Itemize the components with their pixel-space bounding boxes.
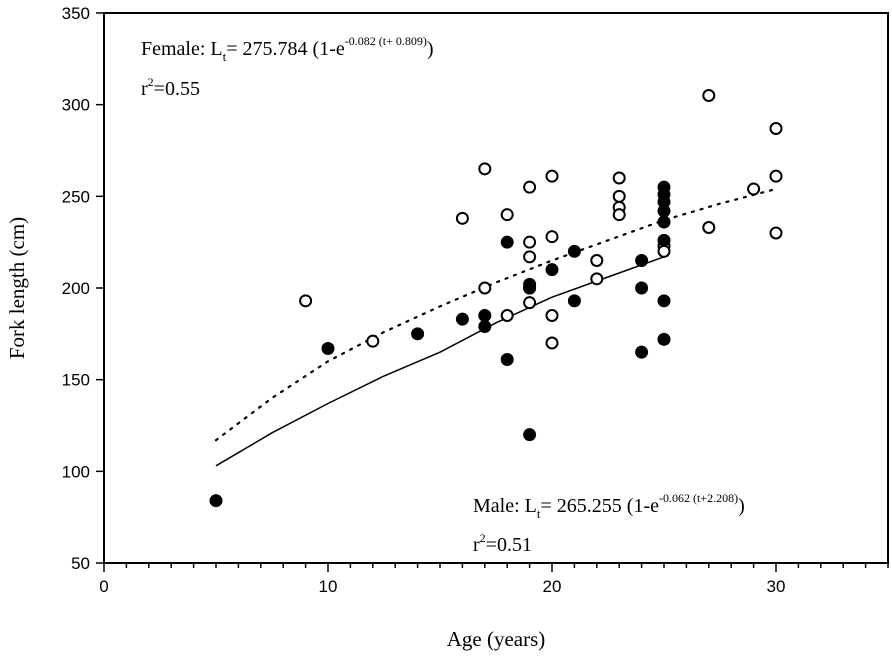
female-point <box>523 296 537 310</box>
female-point <box>702 221 716 234</box>
female-point <box>366 334 380 348</box>
male-point <box>635 345 649 359</box>
y-tick-label: 150 <box>62 371 90 390</box>
male-point <box>478 309 492 322</box>
male-point <box>500 235 514 249</box>
female-point <box>545 336 559 350</box>
female-point <box>545 230 559 244</box>
male-point <box>500 353 514 366</box>
x-tick-label: 10 <box>319 577 338 596</box>
male-point <box>657 294 671 308</box>
male-point <box>411 327 425 341</box>
male-fit-curve <box>215 256 665 467</box>
female-point <box>657 244 671 258</box>
y-tick-label: 300 <box>62 96 90 115</box>
female-point <box>590 254 604 267</box>
female-point <box>612 189 626 203</box>
female-point <box>769 226 783 240</box>
male-point <box>635 281 649 295</box>
male-point <box>657 332 671 346</box>
female-point <box>299 294 313 308</box>
axes: 0 10 20 30 50 100 150 200 250 300 350 <box>62 4 889 596</box>
female-point <box>769 169 783 183</box>
female-equation: Female: Lt= 275.784 (1-e-0.082 (t+ 0.809… <box>141 34 434 64</box>
female-point <box>478 162 492 176</box>
male-point <box>321 342 335 355</box>
x-tick-label: 0 <box>99 577 108 596</box>
male-point <box>657 215 671 229</box>
male-point <box>209 494 223 508</box>
female-point <box>545 169 559 183</box>
male-point <box>478 320 492 333</box>
female-point <box>702 89 716 102</box>
y-tick-label: 350 <box>62 4 90 23</box>
female-point <box>769 122 783 135</box>
male-r-squared: r2=0.51 <box>473 531 532 556</box>
female-point <box>590 272 604 286</box>
female-point <box>523 180 537 194</box>
male-point <box>523 281 537 295</box>
y-axis-title: Fork length (cm) <box>5 217 29 359</box>
x-tick-label: 20 <box>543 577 562 596</box>
male-point <box>567 244 581 258</box>
fit-curves <box>214 187 778 467</box>
y-tick-label: 50 <box>71 554 90 573</box>
x-tick-label: 30 <box>767 577 786 596</box>
female-point <box>523 250 537 264</box>
female-point <box>500 208 514 222</box>
male-point <box>635 254 649 267</box>
plot-frame <box>103 12 889 564</box>
male-point <box>567 294 581 308</box>
male-point <box>657 233 671 247</box>
female-point <box>747 182 761 196</box>
female-point <box>612 208 626 222</box>
female-point <box>455 211 469 225</box>
male-point <box>545 263 559 277</box>
female-point <box>545 309 559 322</box>
y-tick-label: 250 <box>62 187 90 206</box>
female-point <box>500 309 514 322</box>
female-fit-curve <box>214 187 778 442</box>
y-tick-label: 200 <box>62 279 90 298</box>
data-points <box>209 89 783 508</box>
female-r-squared: r2=0.55 <box>141 75 200 100</box>
female-point <box>478 281 492 295</box>
male-point <box>455 312 469 326</box>
x-axis-title: Age (years) <box>447 627 546 651</box>
male-equation: Male: Lt= 265.255 (1-e-0.062 (t+2.208)) <box>473 491 745 521</box>
female-point <box>612 171 626 185</box>
male-point <box>657 204 671 218</box>
y-tick-label: 100 <box>62 462 90 481</box>
male-point <box>523 428 537 442</box>
female-point <box>523 235 537 249</box>
